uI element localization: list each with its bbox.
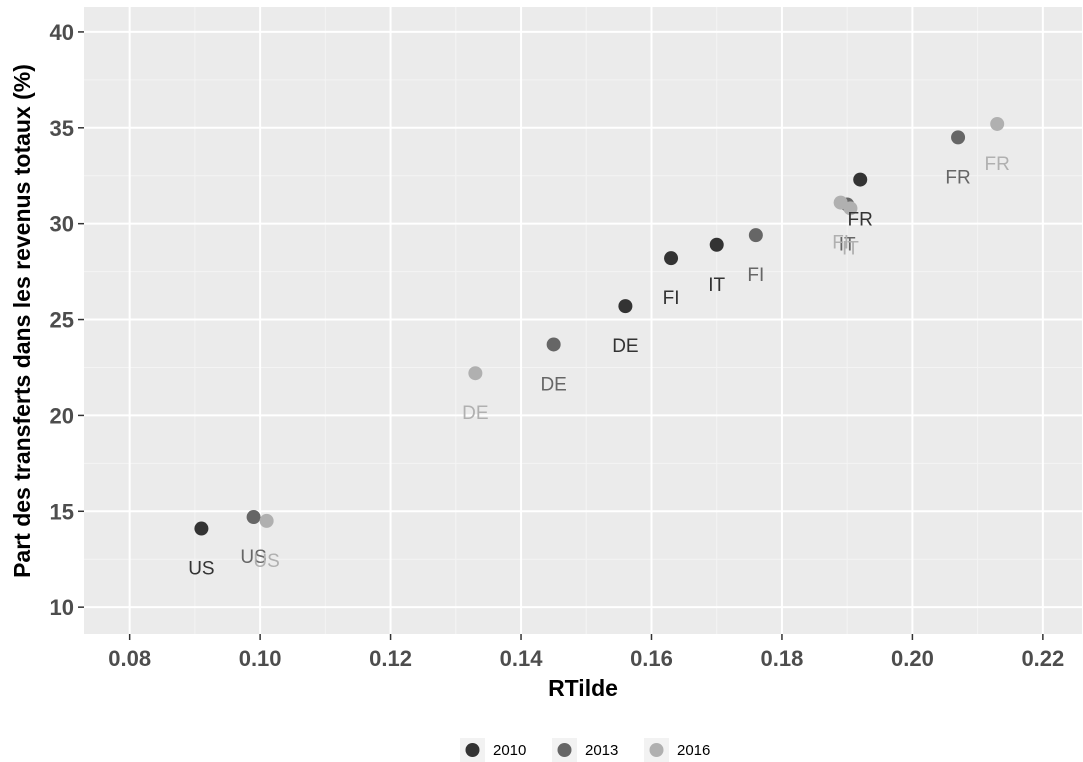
point-label-2016-us: US — [253, 551, 279, 572]
point-label-2010-fi: FI — [663, 288, 680, 309]
point-label-2016-it: IT — [842, 238, 859, 259]
point-label-2013-us: US — [240, 547, 266, 568]
legend: 2010 2013 2016 — [460, 738, 710, 762]
y-tick-label: 20 — [50, 403, 74, 428]
x-axis-ticks: 0.08 0.10 0.12 0.14 0.16 0.18 0.20 0.22 — [108, 634, 1064, 671]
y-tick-label: 25 — [50, 308, 74, 333]
data-point-2016-it — [843, 201, 858, 216]
x-tick-label: 0.20 — [891, 646, 934, 671]
point-label-2013-fi: FI — [747, 265, 764, 286]
major-gridlines — [84, 7, 1082, 634]
data-point-2013-de — [546, 337, 561, 352]
data-point-2016-de — [468, 366, 483, 381]
y-tick-label: 10 — [50, 595, 74, 620]
point-label-2010-de: DE — [612, 336, 638, 357]
legend-key-2010 — [465, 743, 480, 757]
x-tick-label: 0.22 — [1021, 646, 1064, 671]
data-point-2010-fr — [853, 172, 868, 187]
y-tick-label: 40 — [50, 20, 74, 45]
data-point-2010-it — [709, 237, 724, 252]
point-label-2010-it: IT — [708, 275, 725, 296]
x-tick-label: 0.14 — [500, 646, 544, 671]
point-label-2010-fr: FR — [848, 210, 873, 231]
x-tick-label: 0.10 — [239, 646, 282, 671]
y-tick-label: 15 — [50, 499, 74, 524]
data-point-2010-us — [194, 521, 209, 536]
x-tick-label: 0.08 — [108, 646, 151, 671]
x-tick-label: 0.16 — [630, 646, 673, 671]
data-point-2010-fi — [664, 251, 679, 266]
y-axis-ticks: 10 15 20 25 30 35 40 — [50, 20, 84, 620]
point-label-2010-us: US — [188, 559, 214, 580]
data-point-2016-us — [259, 513, 274, 528]
legend-key-2013 — [557, 743, 572, 757]
legend-key-2016 — [649, 743, 664, 757]
data-point-2010-de — [618, 299, 633, 314]
x-tick-label: 0.12 — [369, 646, 412, 671]
point-label-2016-fr: FR — [985, 154, 1010, 175]
data-point-2013-fi — [748, 228, 763, 243]
point-label-2013-fr: FR — [945, 167, 970, 188]
y-tick-label: 30 — [50, 212, 74, 237]
x-tick-label: 0.18 — [761, 646, 804, 671]
y-tick-label: 35 — [50, 116, 74, 141]
data-point-2013-fr — [951, 130, 966, 145]
legend-label-2013: 2013 — [585, 742, 618, 759]
point-label-2016-de: DE — [462, 403, 488, 424]
point-label-2013-it: IT — [839, 234, 856, 255]
point-label-2013-de: DE — [540, 374, 566, 395]
data-points — [194, 116, 1005, 536]
legend-label-2016: 2016 — [677, 742, 710, 759]
legend-label-2010: 2010 — [493, 742, 526, 759]
data-point-2013-us — [246, 510, 261, 525]
y-axis-title: Part des transferts dans les revenus tot… — [9, 64, 35, 578]
x-axis-title: RTilde — [548, 675, 618, 701]
point-label-2016-fi: FI — [832, 233, 849, 254]
data-point-2016-fr — [990, 116, 1005, 131]
